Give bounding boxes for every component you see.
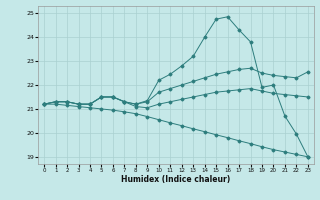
X-axis label: Humidex (Indice chaleur): Humidex (Indice chaleur) — [121, 175, 231, 184]
